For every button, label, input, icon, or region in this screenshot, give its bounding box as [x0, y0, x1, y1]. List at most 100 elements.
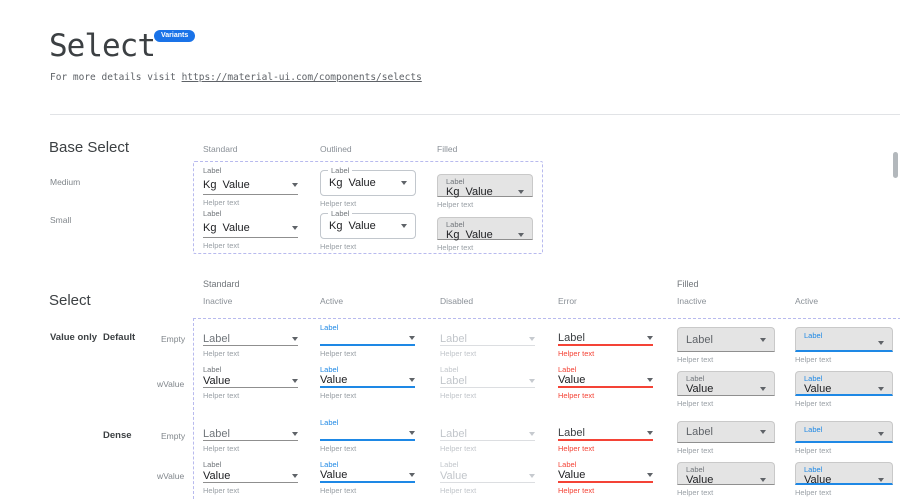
standard-error-wvalue-select[interactable]: Label Value Helper text: [558, 365, 653, 400]
floating-label: Label: [804, 425, 823, 434]
helper-text: Helper text: [320, 486, 357, 495]
helper-text: Helper text: [203, 198, 240, 207]
state-header-error: Error: [558, 296, 577, 306]
select-placeholder: Label: [558, 332, 585, 344]
base-standard-small-select[interactable]: Label Kg Value Helper text: [203, 209, 298, 250]
dropdown-arrow-icon: [292, 225, 298, 230]
dropdown-arrow-icon: [409, 473, 415, 477]
intro-text: For more details visit: [50, 72, 176, 83]
helper-text: Helper text: [203, 349, 240, 358]
floating-label: Label: [804, 331, 823, 340]
select-value: Value: [203, 374, 231, 387]
row-label-wvalue: wValue: [157, 379, 185, 389]
floating-label: Label: [686, 374, 705, 383]
dropdown-arrow-icon: [292, 431, 298, 436]
standard-active-wvalue-select[interactable]: Label Value Helper text: [320, 365, 415, 400]
select-section-heading: Select: [49, 292, 91, 309]
select-label: Label: [203, 166, 222, 175]
filled-active-wvalue-select[interactable]: Label Value Helper text: [795, 371, 893, 408]
select-label: Label: [446, 177, 465, 186]
standard-active-empty-dense-select[interactable]: Label Helper text: [320, 418, 415, 453]
select-value: Value: [203, 469, 231, 482]
select-value: Value: [686, 474, 714, 486]
floating-label: Label: [320, 460, 339, 469]
base-filled-medium-select[interactable]: Label Kg Value Helper text: [437, 174, 533, 209]
select-value: Value: [320, 374, 348, 386]
filled-inactive-empty-dense-select[interactable]: Label Helper text: [677, 421, 775, 455]
filled-inactive-wvalue-select[interactable]: Label Value Helper text: [677, 371, 775, 408]
floating-label: Label: [320, 365, 339, 374]
standard-inactive-empty-select[interactable]: Label Helper text: [203, 323, 298, 358]
select-value: Value: [686, 383, 714, 395]
dropdown-arrow-icon: [409, 431, 415, 435]
filled-active-empty-select[interactable]: Label Helper text: [795, 327, 893, 364]
helper-text: Helper text: [320, 391, 357, 400]
select-value: Value: [348, 220, 376, 232]
helper-text: Helper text: [203, 486, 240, 495]
standard-error-empty-select[interactable]: Label Helper text: [558, 323, 653, 358]
standard-inactive-wvalue-select[interactable]: Label Value Helper text: [203, 365, 298, 400]
standard-active-empty-select[interactable]: Label Helper text: [320, 323, 415, 358]
scrollbar-thumb[interactable]: [893, 152, 898, 178]
dropdown-arrow-icon: [760, 478, 766, 482]
intro-line: For more details visit https://material-…: [50, 72, 422, 83]
select-prefix: Kg: [203, 221, 217, 234]
helper-text: Helper text: [203, 391, 240, 400]
filled-inactive-empty-select[interactable]: Label Helper text: [677, 327, 775, 364]
select-value: Value: [348, 177, 376, 189]
helper-text: Helper text: [440, 486, 477, 495]
base-outlined-medium-select[interactable]: Label Kg Value Helper text: [320, 166, 416, 208]
standard-active-wvalue-dense-select[interactable]: Label Value Helper text: [320, 460, 415, 495]
select-value: Value: [222, 178, 250, 191]
column-header-filled: Filled: [437, 144, 458, 154]
base-outlined-small-select[interactable]: Label Kg Value Helper text: [320, 209, 416, 251]
select-prefix: Kg: [446, 186, 460, 198]
helper-text: Helper text: [320, 349, 357, 358]
standard-inactive-empty-dense-select[interactable]: Label Helper text: [203, 418, 298, 453]
helper-text: Helper text: [437, 200, 474, 209]
dropdown-arrow-icon: [878, 432, 884, 436]
select-value: Value: [465, 186, 493, 198]
state-header-inactive: Inactive: [203, 296, 233, 306]
select-value: Value: [465, 229, 493, 241]
dropdown-arrow-icon: [878, 341, 884, 345]
dropdown-arrow-icon: [401, 224, 407, 228]
standard-error-wvalue-dense-select[interactable]: Label Value Helper text: [558, 460, 653, 495]
dropdown-arrow-icon: [647, 378, 653, 382]
filled-active-wvalue-dense-select[interactable]: Label Value Helper text: [795, 462, 893, 497]
helper-text: Helper text: [558, 349, 595, 358]
helper-text: Helper text: [795, 488, 832, 497]
select-label: Label: [446, 220, 465, 229]
dropdown-arrow-icon: [409, 378, 415, 382]
base-standard-medium-select[interactable]: Label Kg Value Helper text: [203, 166, 298, 207]
dropdown-arrow-icon: [878, 478, 884, 482]
select-placeholder: Label: [440, 332, 467, 345]
floating-label: Label: [203, 365, 222, 374]
select-placeholder: Label: [203, 427, 230, 440]
select-prefix: Kg: [329, 220, 343, 232]
standard-error-empty-dense-select[interactable]: Label Helper text: [558, 418, 653, 453]
filled-active-empty-dense-select[interactable]: Label Helper text: [795, 421, 893, 455]
state-header-disabled: Disabled: [440, 296, 474, 306]
row-group-value-only: Value only: [50, 332, 97, 343]
filled-inactive-wvalue-dense-select[interactable]: Label Value Helper text: [677, 462, 775, 497]
page-title: Select: [49, 28, 156, 64]
helper-text: Helper text: [203, 241, 240, 250]
floating-label: Label: [804, 465, 823, 474]
floating-label: Label: [440, 460, 459, 469]
helper-text: Helper text: [795, 446, 832, 455]
helper-text: Helper text: [437, 243, 474, 252]
select-label: Label: [328, 166, 353, 175]
helper-text: Helper text: [558, 391, 595, 400]
helper-text: Helper text: [440, 349, 477, 358]
select-value: Value: [558, 469, 586, 481]
select-value: Value: [320, 469, 348, 481]
base-filled-small-select[interactable]: Label Kg Value Helper text: [437, 217, 533, 252]
dropdown-arrow-icon: [518, 233, 524, 237]
base-select-heading: Base Select: [49, 139, 130, 156]
material-ui-link[interactable]: https://material-ui.com/components/selec…: [181, 72, 422, 83]
standard-disabled-wvalue-dense-select: Label Value Helper text: [440, 460, 535, 495]
select-placeholder: Label: [203, 332, 230, 345]
floating-label: Label: [320, 418, 339, 427]
standard-inactive-wvalue-dense-select[interactable]: Label Value Helper text: [203, 460, 298, 495]
